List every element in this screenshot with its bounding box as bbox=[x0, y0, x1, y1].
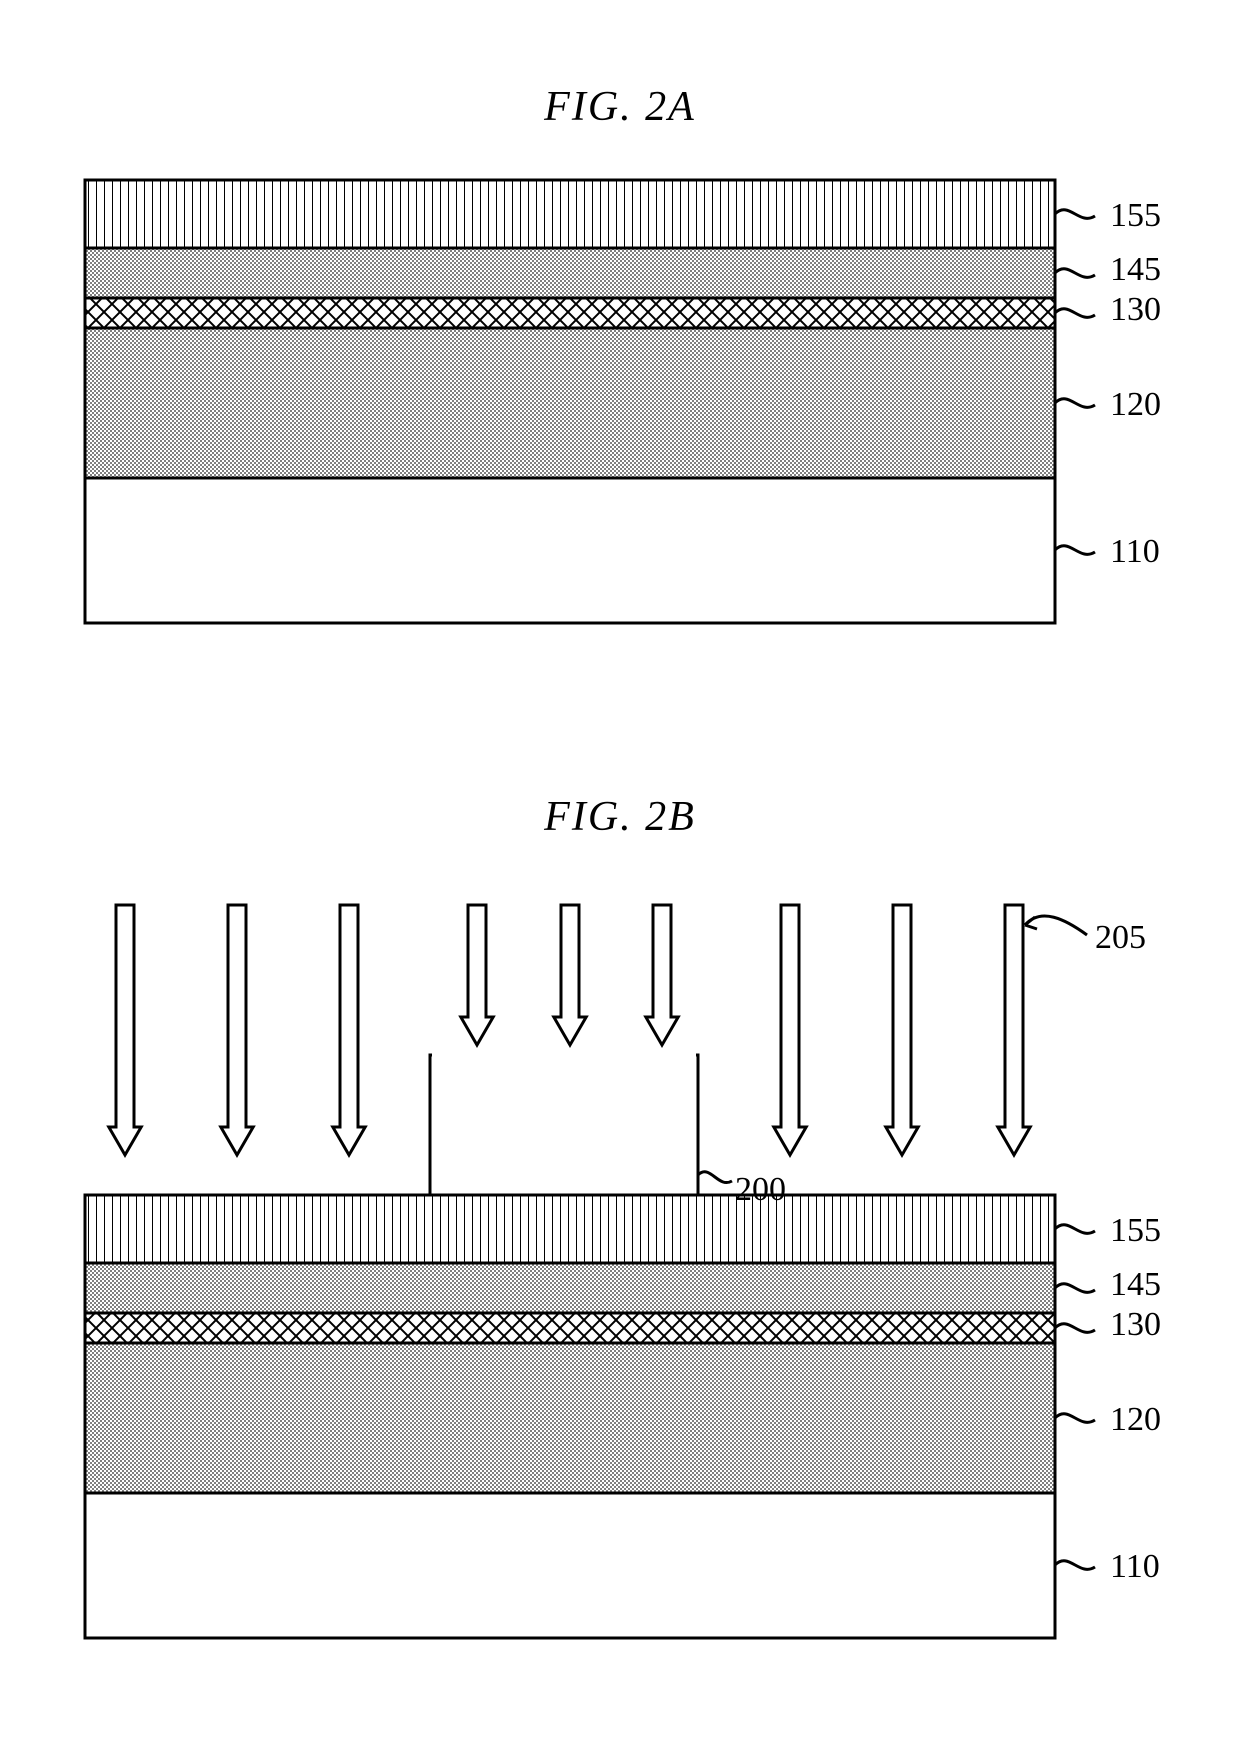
callout-label-130: 130 bbox=[1110, 1306, 1161, 1343]
layer-155 bbox=[85, 1195, 1055, 1263]
implantation-arrow-5 bbox=[646, 905, 678, 1045]
callout-label-120: 120 bbox=[1110, 1401, 1161, 1438]
callout-lead-130 bbox=[1055, 309, 1095, 318]
implantation-arrow-4 bbox=[554, 905, 586, 1045]
implantation-arrow-3 bbox=[461, 905, 493, 1045]
callout-label-145: 145 bbox=[1110, 251, 1161, 288]
implantation-arrow-7 bbox=[886, 905, 918, 1155]
implantation-arrow-6 bbox=[774, 905, 806, 1155]
callout-label-145: 145 bbox=[1110, 1266, 1161, 1303]
figure-2b-title: FIG. 2B bbox=[543, 794, 696, 840]
layer-155 bbox=[85, 180, 1055, 248]
callout-label-200: 200 bbox=[735, 1171, 786, 1208]
implantation-arrow-2 bbox=[333, 905, 365, 1155]
diagram-canvas: FIG. 2A155145130120110FIG. 2B15514513012… bbox=[0, 0, 1240, 1758]
implantation-arrow-0 bbox=[109, 905, 141, 1155]
implantation-arrow-8 bbox=[998, 905, 1030, 1155]
layer-130 bbox=[85, 1313, 1055, 1343]
implantation-arrow-1 bbox=[221, 905, 253, 1155]
layer-145 bbox=[85, 248, 1055, 298]
callout-lead-110 bbox=[1055, 546, 1095, 555]
layer-120 bbox=[85, 328, 1055, 478]
callout-lead-120 bbox=[1055, 1414, 1095, 1423]
callout-label-120: 120 bbox=[1110, 386, 1161, 423]
callout-label-110: 110 bbox=[1110, 1548, 1160, 1585]
callout-lead-155 bbox=[1055, 1225, 1095, 1234]
layer-110 bbox=[85, 478, 1055, 623]
callout-lead-145 bbox=[1055, 269, 1095, 278]
callout-label-130: 130 bbox=[1110, 291, 1161, 328]
callout-lead-110 bbox=[1055, 1561, 1095, 1570]
callout-label-110: 110 bbox=[1110, 533, 1160, 570]
callout-lead-130 bbox=[1055, 1324, 1095, 1333]
callout-lead-120 bbox=[1055, 399, 1095, 408]
layer-145 bbox=[85, 1263, 1055, 1313]
callout-lead-145 bbox=[1055, 1284, 1095, 1293]
layer-130 bbox=[85, 298, 1055, 328]
figure-2a-title: FIG. 2A bbox=[543, 84, 696, 130]
layer-120 bbox=[85, 1343, 1055, 1493]
callout-label-155: 155 bbox=[1110, 1212, 1161, 1249]
callout-lead-200 bbox=[698, 1172, 732, 1183]
layer-110 bbox=[85, 1493, 1055, 1638]
callout-label-205: 205 bbox=[1095, 919, 1146, 956]
callout-lead-155 bbox=[1055, 210, 1095, 219]
callout-label-155: 155 bbox=[1110, 197, 1161, 234]
mask-200 bbox=[430, 1055, 698, 1195]
